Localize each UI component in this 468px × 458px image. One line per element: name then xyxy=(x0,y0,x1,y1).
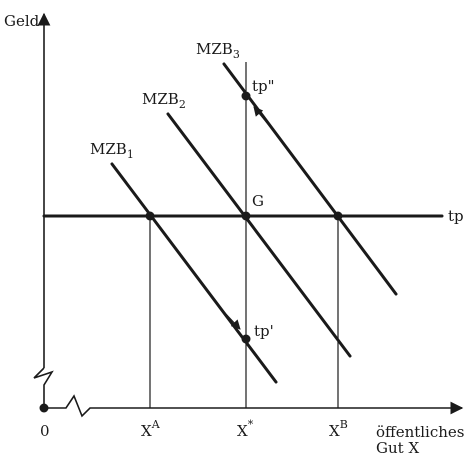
arrow-to-tp-low xyxy=(223,311,241,330)
point-b xyxy=(333,211,343,221)
label-origin: 0 xyxy=(40,422,50,440)
label-mzb1: MZB1 xyxy=(90,140,134,161)
y-axis-break xyxy=(33,367,54,408)
label-xstar: X* xyxy=(237,418,254,440)
x-axis-label-line2: Gut X xyxy=(376,439,419,457)
label-tp-low: tp' xyxy=(254,322,274,340)
point-g xyxy=(241,211,251,221)
point-tp-low xyxy=(241,334,251,344)
label-mzb3: MZB3 xyxy=(196,40,240,61)
x-axis-label-line1: öffentliches xyxy=(376,423,464,441)
point-tp-high xyxy=(241,91,251,101)
arrow-to-tp-high xyxy=(253,106,269,125)
label-mzb2: MZB2 xyxy=(142,90,186,111)
origin-dot xyxy=(39,403,49,413)
curve-mzb2 xyxy=(166,112,352,358)
label-xb: XB xyxy=(329,418,348,440)
point-a xyxy=(145,211,155,221)
x-axis xyxy=(44,394,462,418)
label-tp-high: tp" xyxy=(252,77,275,95)
y-axis-label: Geld xyxy=(4,12,40,30)
curve-mzb1 xyxy=(110,162,278,384)
label-g: G xyxy=(252,192,264,210)
label-xa: XA xyxy=(141,418,161,440)
label-tp-line: tp xyxy=(448,207,464,225)
curve-mzb3 xyxy=(222,62,398,296)
